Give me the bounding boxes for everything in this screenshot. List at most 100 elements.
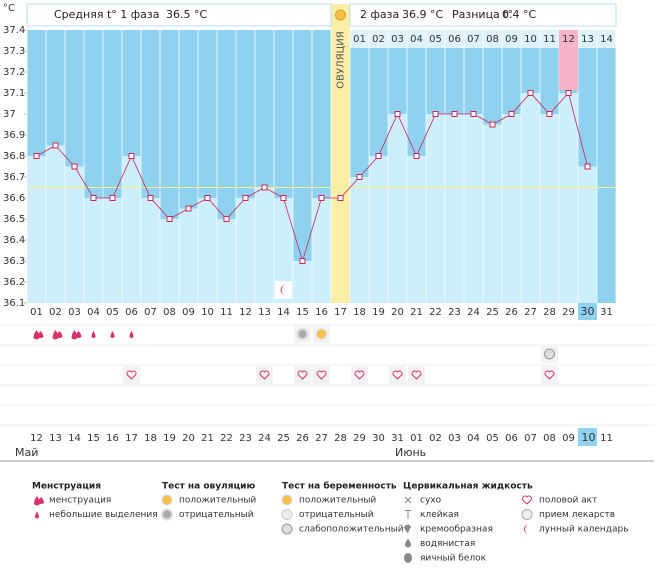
date-label: 14	[68, 433, 81, 444]
date-label: 19	[163, 433, 176, 444]
temp-column	[578, 166, 597, 303]
temp-point	[128, 153, 135, 159]
x-tick-label: 27	[524, 307, 537, 318]
temp-column	[350, 177, 369, 303]
phase2-day: 01	[353, 34, 366, 45]
x-tick-label: 26	[505, 307, 518, 318]
temp-point	[413, 153, 420, 159]
icon-moon	[280, 285, 286, 295]
x-tick-label: 17	[334, 307, 347, 318]
header-icon	[335, 9, 346, 21]
temp-column	[198, 198, 217, 303]
date-label: 31	[391, 433, 404, 444]
event-cell	[294, 366, 311, 384]
y-tick-label: 36.5	[3, 214, 25, 225]
x-tick-label: 28	[543, 307, 556, 318]
temp-point	[90, 195, 97, 201]
legend-label: клейкая	[420, 510, 459, 520]
x-tick-label: 24	[467, 307, 480, 318]
icon-drop	[33, 330, 44, 340]
icon-positive	[161, 494, 173, 506]
temp-column	[464, 114, 483, 303]
temp-column	[483, 124, 502, 303]
phase2-day: 11	[543, 34, 556, 45]
temp-column	[65, 166, 84, 303]
icon-drop-small	[129, 331, 134, 338]
temp-column	[426, 114, 445, 303]
x-tick-label: 02	[49, 307, 62, 318]
legend-label: слабоположительный	[299, 525, 404, 535]
temp-column	[540, 114, 559, 303]
phase2-day: 13	[581, 34, 594, 45]
legend-label: менструация	[49, 496, 111, 506]
temp-point	[584, 163, 591, 170]
date-label: 28	[334, 433, 347, 444]
legend-title: Менструация	[32, 482, 101, 492]
temp-point	[33, 153, 40, 159]
event-cell	[256, 366, 273, 384]
date-label: 21	[201, 433, 214, 444]
x-tick-label: 07	[144, 307, 157, 318]
phase2-day: 02	[372, 34, 385, 45]
today-cell	[578, 303, 597, 320]
icon-preg-weak	[281, 523, 293, 535]
x-tick-label: 30	[581, 305, 595, 318]
x-tick-label: 16	[315, 307, 328, 318]
y-tick-label: 36.2	[3, 277, 25, 288]
icon-heart	[392, 370, 403, 380]
ovulation-label: ОВУЛЯЦИЯ	[336, 31, 347, 89]
temp-point	[147, 195, 154, 201]
date-label: 06	[505, 433, 518, 444]
temp-point	[52, 142, 59, 149]
x-tick-label: 20	[391, 307, 404, 318]
x-tick-label: 21	[410, 307, 423, 318]
temp-column	[521, 93, 540, 303]
y-tick-label: 36.4	[3, 235, 25, 246]
x-tick-label: 05	[106, 307, 119, 318]
date-label: 11	[600, 433, 613, 444]
date-label: 17	[125, 433, 138, 444]
phase2-day: 04	[410, 34, 423, 45]
temp-point	[508, 111, 515, 117]
date-label: 03	[448, 433, 461, 444]
month-label: Май	[15, 446, 38, 459]
header-value: 36.9 °C	[402, 8, 443, 21]
temp-point	[451, 111, 458, 117]
date-label: 10	[582, 431, 596, 444]
y-tick-label: 36.1	[3, 298, 25, 309]
temp-point	[242, 195, 249, 201]
x-tick-label: 19	[372, 307, 385, 318]
icon-preg-neg	[281, 509, 293, 520]
temp-point	[527, 90, 534, 96]
date-label: 25	[277, 433, 290, 444]
temp-point	[166, 216, 173, 222]
phase2-day: 05	[429, 34, 442, 45]
x-tick-label: 01	[30, 307, 43, 318]
temp-column	[559, 93, 578, 303]
header-text: 2 фаза	[360, 8, 399, 21]
temp-column	[445, 114, 464, 303]
today-cell	[578, 428, 597, 446]
x-tick-label: 31	[600, 307, 613, 318]
date-label: 04	[467, 433, 480, 444]
event-cell	[408, 366, 425, 384]
date-label: 27	[315, 433, 328, 444]
x-tick-label: 22	[429, 307, 442, 318]
date-label: 18	[144, 433, 157, 444]
icon-sticky	[405, 510, 411, 519]
icon-drop	[34, 496, 44, 506]
x-tick-label: 06	[125, 307, 138, 318]
date-label: 29	[353, 433, 366, 444]
y-tick-label: 36.9	[3, 130, 25, 141]
y-tick-label: 36.6	[3, 193, 25, 204]
temp-point	[394, 111, 401, 117]
icon-heart	[126, 370, 137, 380]
legend-label: небольшие выделения	[49, 510, 158, 520]
header-value: 36.5 °C	[166, 8, 207, 21]
phase2-day: 06	[448, 34, 461, 45]
temp-point	[109, 195, 116, 201]
icon-heart	[297, 370, 308, 380]
temp-point	[223, 216, 230, 222]
temp-column	[217, 219, 236, 303]
